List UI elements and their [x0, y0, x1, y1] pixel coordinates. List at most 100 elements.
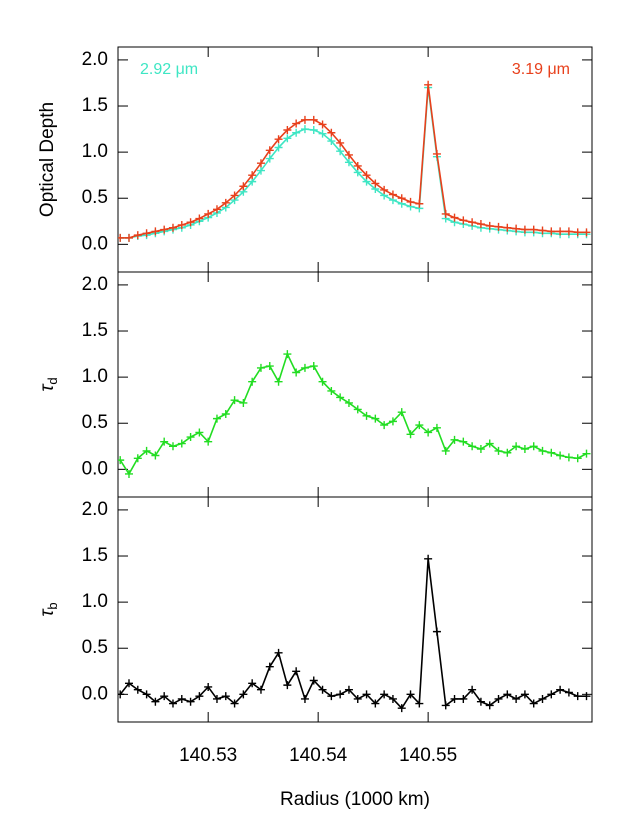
y-tick-label: 2.0: [82, 49, 108, 70]
point-marker: [265, 154, 274, 163]
point-marker: [397, 704, 406, 713]
point-marker: [265, 146, 274, 155]
point-marker: [547, 227, 556, 236]
point-marker: [459, 216, 468, 225]
point-marker: [485, 701, 494, 710]
y-tick-label: 2.0: [82, 499, 108, 520]
point-marker: [512, 442, 521, 451]
point-marker: [292, 128, 301, 137]
y-tick-label: 1.0: [82, 366, 108, 387]
x-axis-label: Radius (1000 km): [280, 789, 430, 810]
point-marker: [300, 125, 309, 134]
point-marker: [397, 194, 406, 203]
point-marker: [353, 405, 362, 414]
point-marker: [441, 209, 450, 218]
point-marker: [362, 411, 371, 420]
point-marker: [573, 228, 582, 237]
point-marker: [204, 682, 213, 691]
point-marker: [177, 220, 186, 229]
point-marker: [239, 398, 248, 407]
point-marker: [564, 227, 573, 236]
point-marker: [556, 685, 565, 694]
point-marker: [265, 662, 274, 671]
point-marker: [292, 119, 301, 128]
point-marker: [177, 439, 186, 448]
point-marker: [248, 679, 257, 688]
point-marker: [432, 149, 441, 158]
point-marker: [415, 421, 424, 430]
point-marker: [124, 233, 133, 242]
point-marker: [468, 442, 477, 451]
point-marker: [476, 220, 485, 229]
point-marker: [239, 182, 248, 191]
data-line: [119, 351, 587, 476]
y-axis-label: τb: [37, 602, 60, 616]
plot-frame: [117, 46, 593, 273]
point-marker: [133, 231, 142, 240]
y-axis-label-part: d: [45, 377, 60, 384]
plot-frame: [117, 271, 593, 498]
y-axis-label-part: Optical Depth: [37, 102, 58, 217]
point-marker: [556, 451, 565, 460]
point-marker: [494, 694, 503, 703]
point-marker: [503, 448, 512, 457]
point-marker: [230, 191, 239, 200]
point-marker: [177, 694, 186, 703]
point-marker: [327, 386, 336, 395]
y-axis-label: τd: [37, 377, 60, 391]
data-line: [120, 84, 587, 239]
y-tick-label: 0.5: [82, 412, 108, 433]
point-marker: [133, 454, 142, 463]
point-marker: [160, 692, 169, 701]
y-tick-label: 0.0: [82, 683, 108, 704]
point-marker: [415, 199, 424, 208]
point-marker: [318, 685, 327, 694]
point-marker: [186, 218, 195, 227]
point-marker: [503, 223, 512, 232]
point-marker: [318, 377, 327, 386]
data-line: [119, 558, 587, 710]
point-marker: [573, 454, 582, 463]
point-marker: [195, 214, 204, 223]
point-marker: [274, 648, 283, 657]
point-marker: [371, 699, 380, 708]
point-marker: [432, 627, 441, 636]
point-marker: [265, 362, 274, 371]
point-marker: [344, 158, 353, 167]
point-marker: [118, 690, 125, 699]
point-marker: [283, 350, 292, 359]
point-marker: [204, 209, 213, 218]
point-marker: [344, 685, 353, 694]
point-marker: [494, 222, 503, 231]
point-marker: [151, 227, 160, 236]
data-line: [120, 87, 587, 239]
point-marker: [309, 362, 318, 371]
y-tick-label: 1.0: [82, 591, 108, 612]
point-marker: [406, 197, 415, 206]
y-tick-label: 1.5: [82, 95, 108, 116]
point-marker: [371, 414, 380, 423]
point-marker: [318, 129, 327, 138]
point-marker: [256, 685, 265, 694]
point-marker: [406, 690, 415, 699]
point-marker: [520, 225, 529, 234]
point-marker: [309, 115, 318, 124]
point-marker: [529, 442, 538, 451]
point-marker: [450, 435, 459, 444]
point-marker: [124, 679, 133, 688]
point-marker: [485, 221, 494, 230]
point-marker: [564, 688, 573, 697]
point-marker: [256, 159, 265, 168]
plot-frame: [117, 496, 593, 723]
x-tick-label: 140.55: [399, 745, 457, 766]
point-marker: [221, 410, 230, 419]
point-marker: [397, 408, 406, 417]
point-marker: [380, 421, 389, 430]
point-marker: [239, 690, 248, 699]
point-marker: [283, 134, 292, 143]
y-axis-label: Optical Depth: [37, 102, 58, 217]
point-marker: [582, 692, 591, 701]
point-marker: [160, 225, 169, 234]
point-marker: [309, 676, 318, 685]
